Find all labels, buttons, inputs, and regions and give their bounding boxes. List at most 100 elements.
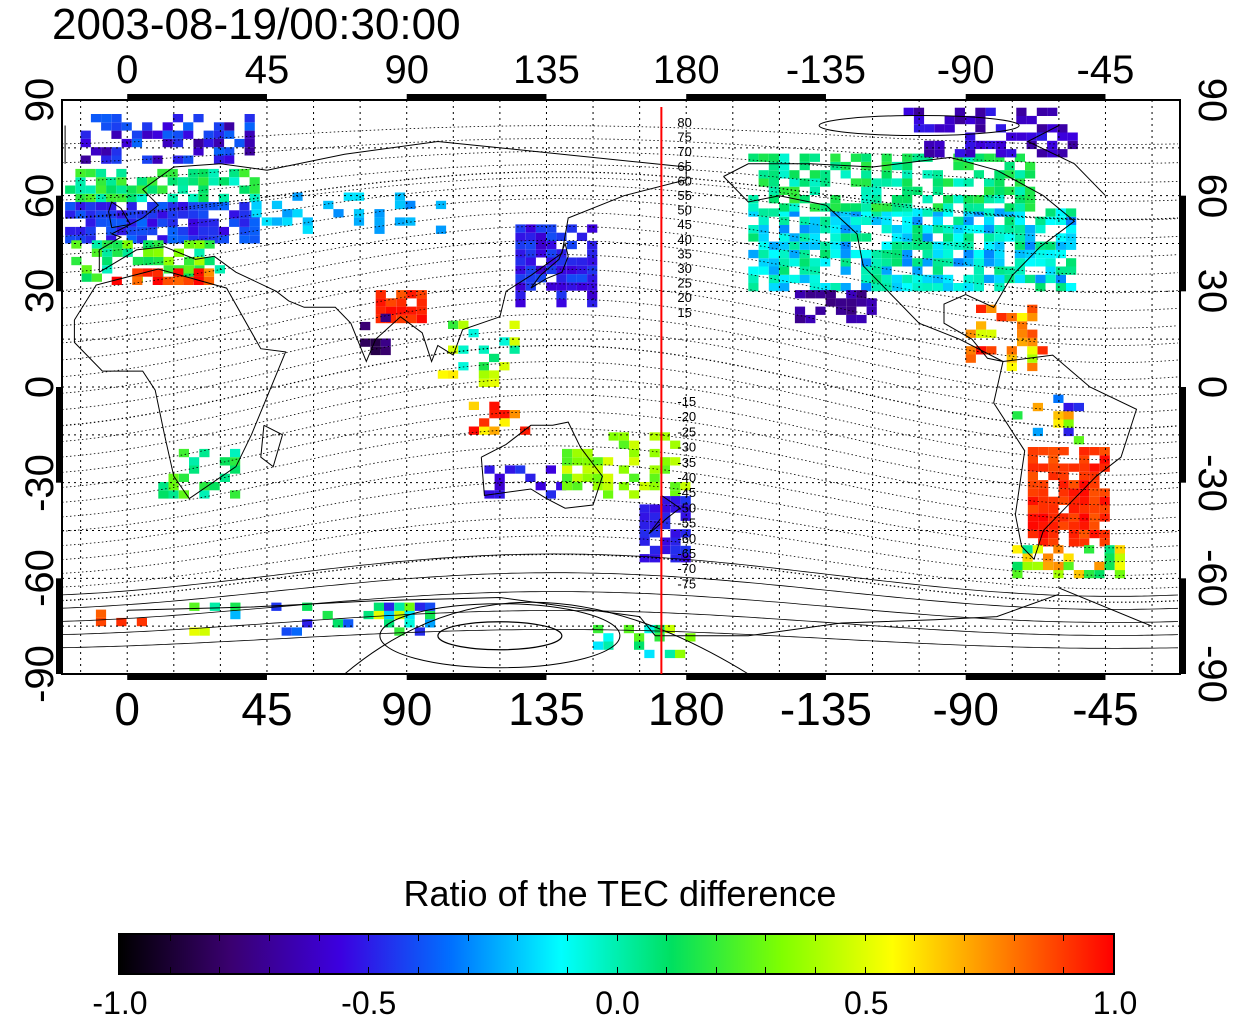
tec-patch [976, 329, 987, 338]
tec-patch [634, 641, 645, 650]
tec-patch [953, 161, 964, 171]
tec-patch [116, 210, 127, 219]
tec-patch [943, 203, 954, 212]
top-longitude-tick-label: -135 [785, 48, 866, 92]
tec-patch [416, 306, 427, 315]
tec-data-patches [65, 107, 1125, 659]
tec-patch [639, 554, 650, 563]
tec-patch [458, 362, 469, 371]
tec-patch [239, 210, 250, 219]
tec-patch [891, 208, 902, 217]
tec-patch [85, 185, 96, 194]
tec-patch [758, 266, 769, 275]
tec-patch [963, 225, 974, 234]
tec-patch [106, 226, 117, 236]
tec-patch [748, 208, 759, 217]
tec-patch [1047, 124, 1058, 133]
colorbar-tick [417, 967, 419, 973]
tec-patch [106, 193, 117, 203]
tec-patch [748, 266, 759, 275]
tec-patch [582, 448, 593, 458]
tec-patch [881, 208, 892, 217]
tec-patch [830, 216, 841, 225]
tec-patch [572, 448, 583, 458]
tec-patch [184, 240, 195, 249]
tec-patch [251, 209, 262, 218]
tec-patch [902, 195, 913, 204]
tec-patch [1027, 354, 1038, 363]
tec-patch [603, 457, 614, 466]
tec-patch [479, 426, 490, 435]
tec-patch [535, 224, 547, 233]
tec-patch [136, 210, 147, 219]
tec-patch [1025, 233, 1036, 242]
tec-patch [963, 153, 974, 162]
tec-patch [861, 186, 872, 195]
tec-patch [963, 216, 974, 225]
tec-patch [965, 115, 976, 125]
tec-patch [1079, 505, 1090, 514]
tec-patch [748, 153, 759, 162]
tec-patch [871, 283, 882, 292]
tec-patch [1053, 419, 1064, 428]
tec-patch [861, 216, 872, 225]
tec-patch [994, 249, 1005, 259]
tec-patch [208, 168, 219, 178]
contour-line [61, 517, 1179, 576]
tec-patch [385, 306, 397, 315]
tec-patch [157, 185, 168, 194]
tec-patch [943, 225, 954, 234]
tec-patch [629, 440, 640, 449]
tec-patch [850, 225, 861, 234]
tec-patch [188, 193, 199, 203]
tec-patch [1043, 553, 1054, 562]
colorbar-tick [914, 967, 916, 973]
tec-patch [587, 282, 598, 291]
tec-patch [136, 617, 147, 627]
tec-patch [1045, 258, 1056, 267]
tec-patch [984, 249, 995, 259]
tec-patch [680, 482, 691, 491]
tec-patch [922, 170, 933, 179]
tec-patch [396, 298, 407, 307]
tec-patch [618, 432, 629, 441]
tec-patch [353, 209, 365, 218]
tec-patch [1027, 447, 1038, 456]
contour-line [61, 171, 1179, 221]
tec-patch [1066, 225, 1077, 234]
tec-patch [1045, 216, 1056, 225]
tec-patch [576, 282, 588, 291]
tec-patch [177, 185, 188, 194]
tec-patch [535, 240, 547, 250]
tec-patch [932, 203, 943, 212]
coastline [73, 268, 287, 500]
tec-patch [963, 283, 974, 292]
tec-patch [1036, 149, 1047, 158]
contour-line [61, 344, 1179, 430]
contour-line [61, 377, 1179, 461]
tec-patch [1068, 529, 1079, 539]
tec-patch [147, 202, 158, 211]
tec-patch [891, 195, 902, 204]
colorbar-tick [864, 967, 866, 973]
tec-patch [934, 124, 945, 133]
tec-patch [234, 138, 245, 148]
tec-patch [198, 202, 209, 211]
tec-patch [556, 282, 567, 291]
colorbar-tick [219, 967, 221, 973]
tec-patch [799, 225, 810, 234]
tec-patch [1014, 274, 1025, 284]
tec-patch [188, 177, 199, 186]
tec-patch [913, 124, 925, 133]
tec-patch [1084, 570, 1095, 579]
contour-line [61, 610, 1179, 636]
tec-patch [846, 290, 857, 299]
left-latitude-tick-label: 0 [18, 375, 62, 399]
colorbar-tick [417, 935, 419, 941]
tec-patch [1114, 561, 1125, 571]
tec-patch [458, 320, 469, 329]
tec-patch [670, 482, 681, 491]
top-longitude-tick-label: -45 [1076, 48, 1135, 92]
tec-patch [489, 426, 500, 435]
tec-patch [425, 610, 436, 620]
